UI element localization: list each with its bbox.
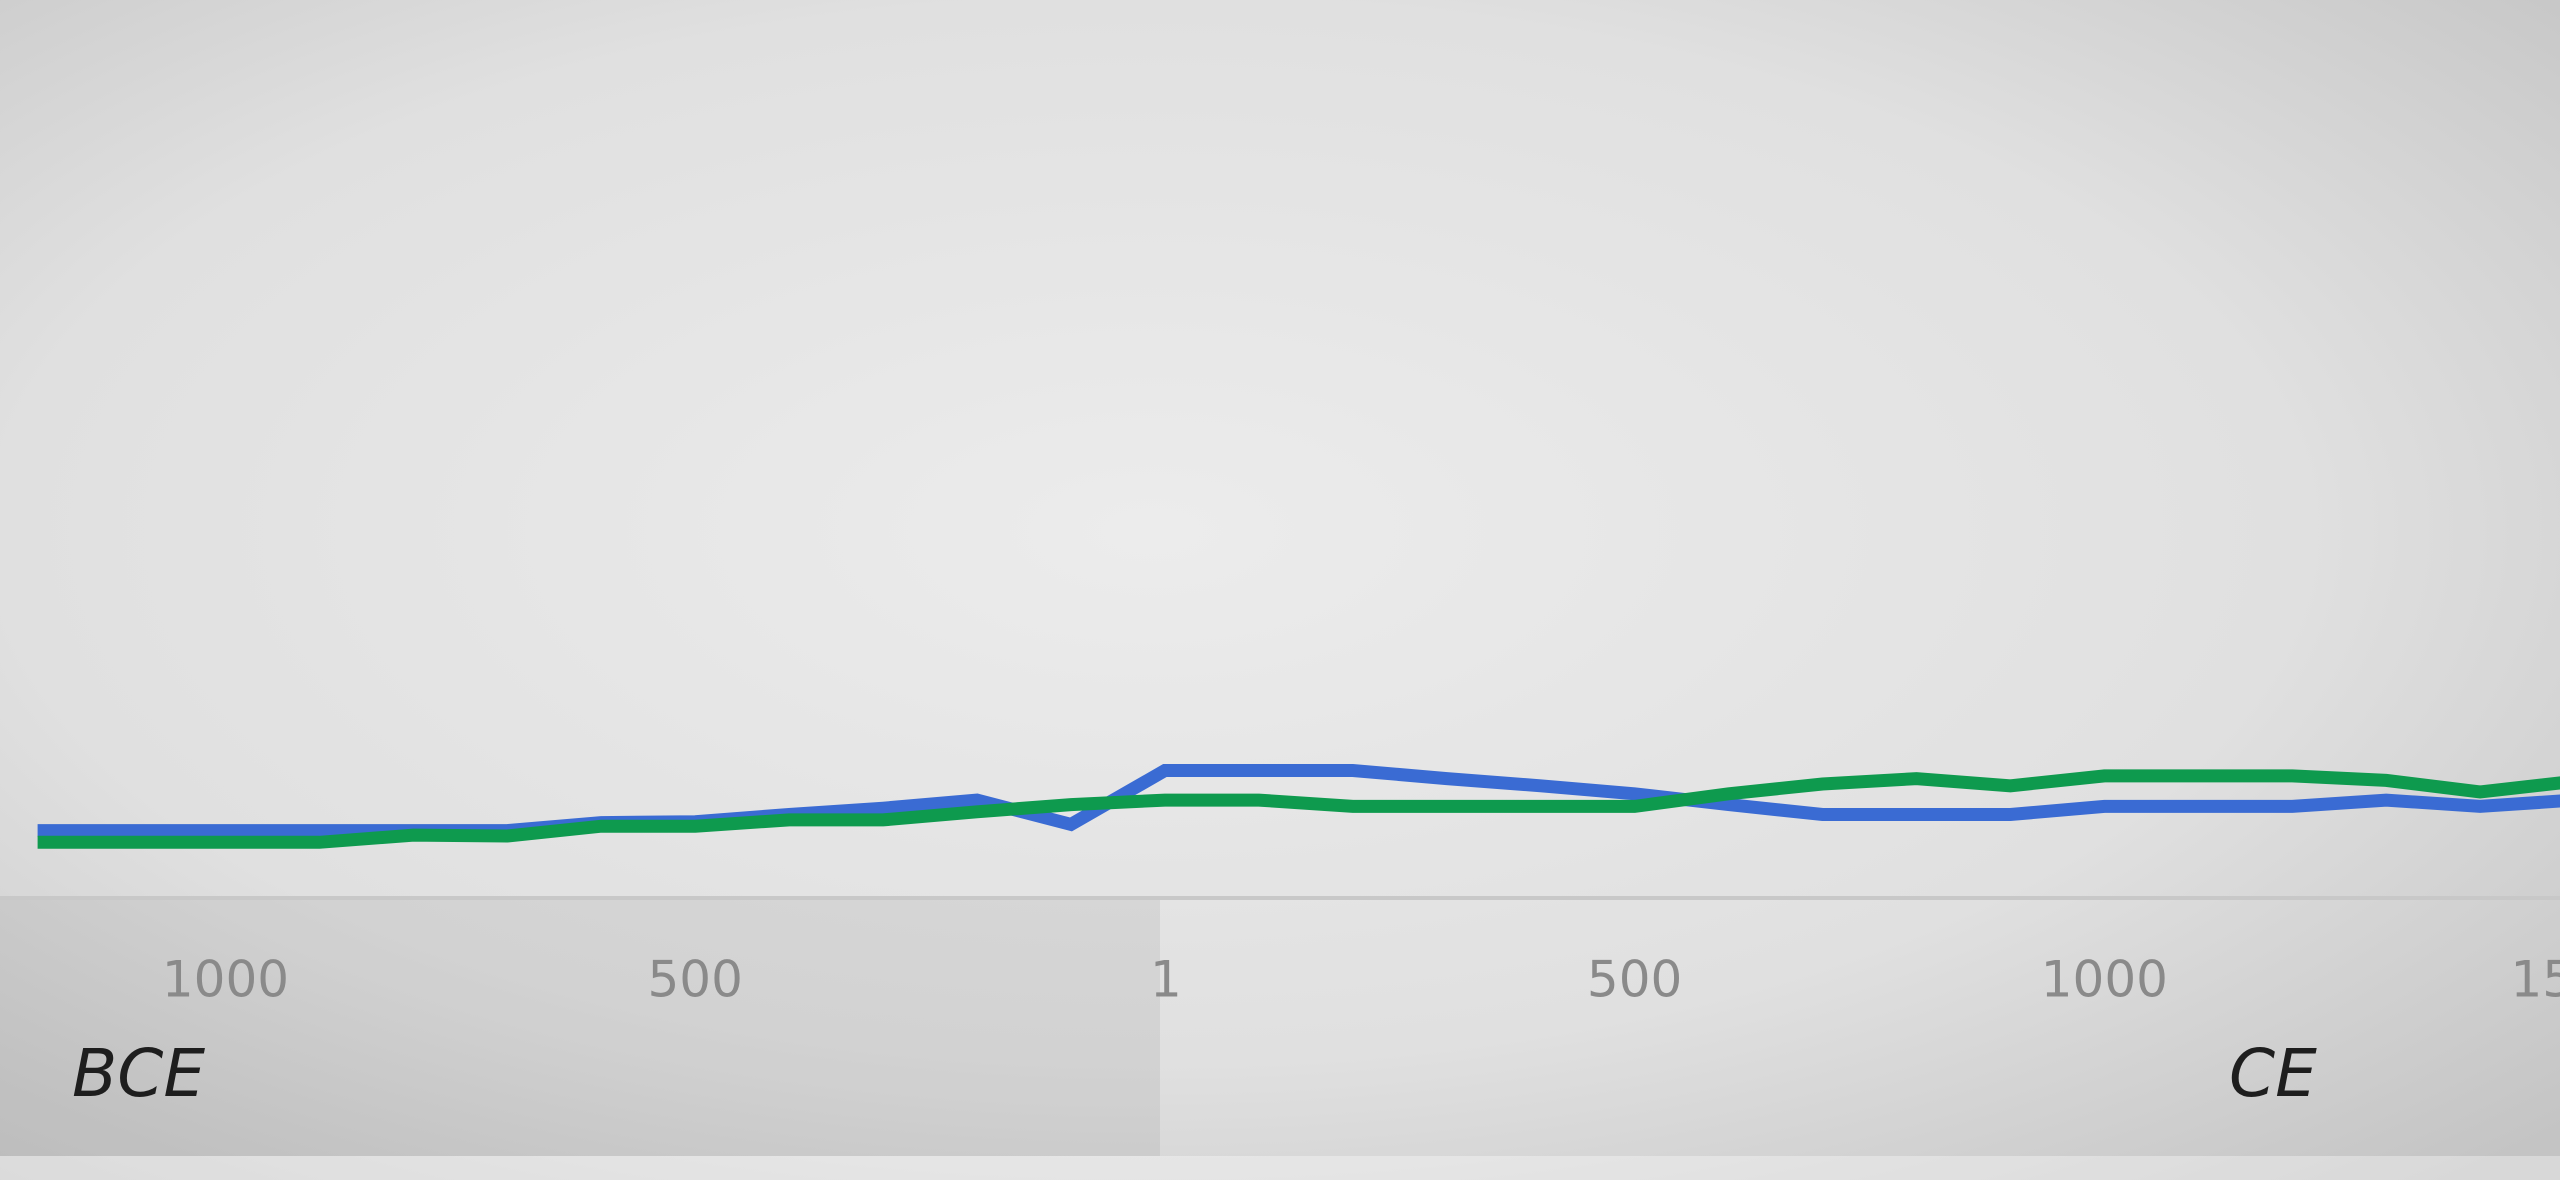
x-tick-label: 500: [647, 951, 742, 1009]
x-tick-label: 1000: [2041, 951, 2168, 1009]
x-tick-label: 500: [1587, 951, 1682, 1009]
era-label: BCE: [72, 1035, 205, 1112]
era-label: CE: [2229, 1035, 2317, 1112]
bottom-band: [0, 1156, 2560, 1180]
series-line: [37, 769, 2560, 849]
x-tick-label: 1: [1150, 951, 1182, 1009]
x-tick-label: 1000: [162, 951, 289, 1009]
bce-region: [0, 898, 1160, 1156]
